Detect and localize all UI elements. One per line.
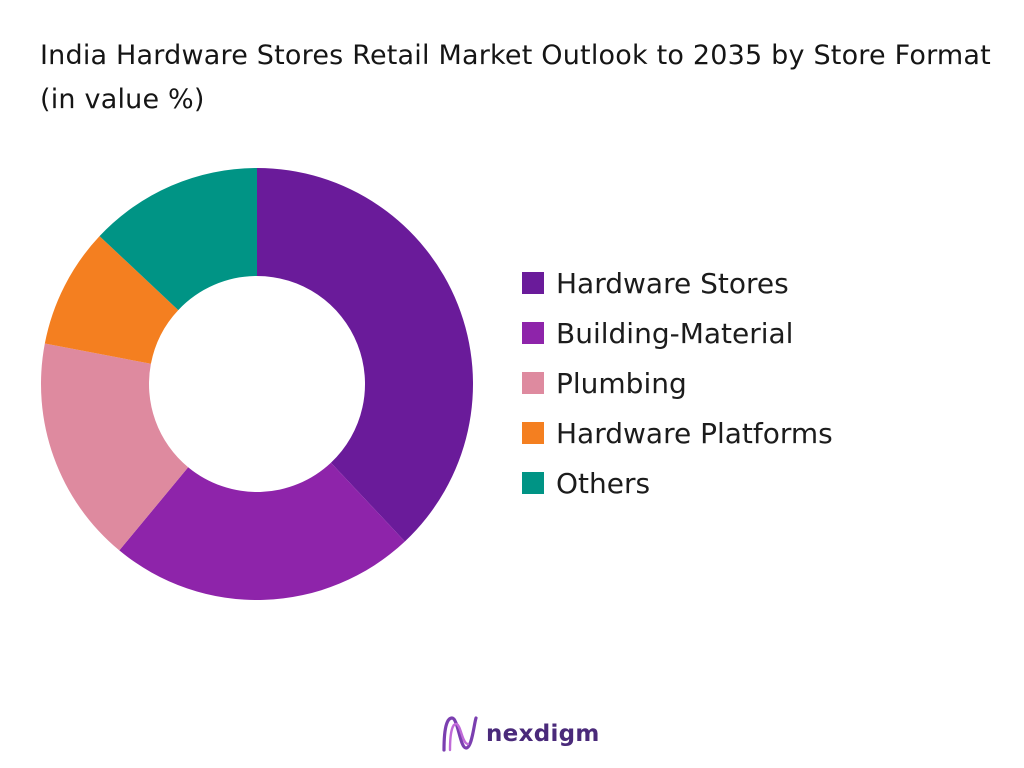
legend-swatch bbox=[522, 272, 544, 294]
donut-slice-hardware-platforms bbox=[44, 236, 179, 364]
nexdigm-logo-icon bbox=[442, 716, 478, 752]
chart-title: India Hardware Stores Retail Market Outl… bbox=[40, 40, 991, 115]
legend-label: Hardware Platforms bbox=[556, 416, 833, 450]
brand-footer: nexdigm bbox=[440, 714, 600, 754]
legend-item: Others bbox=[522, 458, 833, 508]
brand-name: nexdigm bbox=[486, 721, 600, 747]
donut-slice-others bbox=[99, 168, 257, 311]
legend-label: Building-Material bbox=[556, 316, 794, 350]
legend-label: Plumbing bbox=[556, 366, 687, 400]
legend-swatch bbox=[522, 472, 544, 494]
donut-slice-building-material bbox=[119, 462, 405, 601]
legend-swatch bbox=[522, 322, 544, 344]
legend-swatch bbox=[522, 422, 544, 444]
donut-slice-plumbing bbox=[40, 343, 189, 551]
chart-legend: Hardware Stores Building-Material Plumbing… bbox=[522, 258, 833, 508]
legend-item: Plumbing bbox=[522, 358, 833, 408]
legend-label: Hardware Stores bbox=[556, 266, 789, 300]
legend-item: Building-Material bbox=[522, 308, 833, 358]
donut-slice-hardware-stores bbox=[257, 168, 473, 542]
legend-swatch bbox=[522, 372, 544, 394]
legend-item: Hardware Stores bbox=[522, 258, 833, 308]
legend-item: Hardware Platforms bbox=[522, 408, 833, 458]
legend-label: Others bbox=[556, 466, 651, 500]
